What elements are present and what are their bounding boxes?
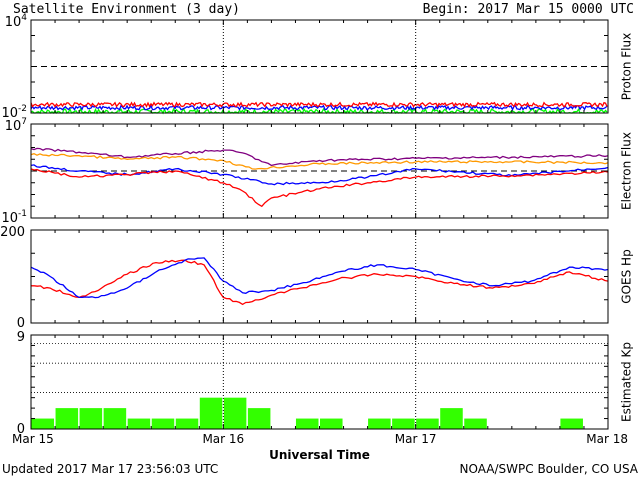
electron-y-tick-label: 10-1 [1, 209, 27, 226]
x-axis-title: Universal Time [269, 448, 370, 462]
proton-axis-label: Proton Flux [620, 33, 634, 100]
kp-axis-label: Estimated Kp [620, 342, 634, 422]
proton-series-line [30, 101, 608, 108]
electron-series-line [30, 168, 609, 208]
electron-series-line [30, 147, 609, 167]
hp-y-tick-label: 200 [0, 225, 25, 240]
chart-title: Satellite Environment (3 day) [13, 2, 240, 17]
hp-y-tick-label: 0 [17, 316, 25, 331]
kp-bar [416, 418, 439, 429]
kp-bar [127, 418, 151, 429]
hp-series-line [30, 257, 609, 299]
x-tick-label: Mar 18 [586, 432, 628, 446]
x-tick-label: Mar 15 [12, 432, 54, 446]
kp-bar [79, 408, 103, 429]
kp-bar [440, 408, 463, 429]
kp-y-tick-label: 9 [17, 330, 25, 345]
begin-time: Begin: 2017 Mar 15 0000 UTC [422, 2, 634, 17]
kp-y-tick-label: 0 [17, 422, 25, 437]
proton-y-tick-label: 104 [5, 13, 28, 30]
kp-bar [31, 418, 55, 429]
electron-panel: 107 10-1 Electron Flux [1, 117, 633, 226]
credit: NOAA/SWPC Boulder, CO USA [459, 462, 638, 476]
kp-bar [151, 418, 175, 429]
updated-timestamp: Updated 2017 Mar 17 23:56:03 UTC [2, 462, 219, 476]
hp-axis-label: GOES Hp [620, 249, 634, 303]
proton-y-tick-label: 10-2 [1, 104, 27, 121]
kp-bar [320, 418, 343, 429]
hp-panel: 200 0 GOES Hp [0, 225, 633, 331]
electron-series-line [30, 153, 609, 170]
kp-panel: 9 0 Estimated Kp [17, 330, 634, 437]
kp-bar [103, 408, 127, 429]
kp-bar [223, 397, 247, 429]
kp-bar [55, 408, 79, 429]
x-tick-label: Mar 17 [395, 432, 437, 446]
kp-bar [175, 418, 199, 429]
hp-frame [30, 229, 609, 324]
kp-bar [199, 397, 223, 429]
electron-axis-label: Electron Flux [620, 132, 634, 210]
kp-bar [247, 408, 271, 429]
kp-bar [368, 418, 391, 429]
kp-bar [464, 418, 487, 429]
electron-y-tick-label: 107 [5, 117, 27, 134]
kp-bar [295, 418, 319, 429]
hp-series-line [31, 259, 609, 306]
kp-bar [392, 418, 415, 429]
proton-panel: 104 10-2 Proton Flux [1, 13, 633, 121]
x-tick-label: Mar 16 [202, 432, 244, 446]
kp-bar [560, 418, 583, 429]
